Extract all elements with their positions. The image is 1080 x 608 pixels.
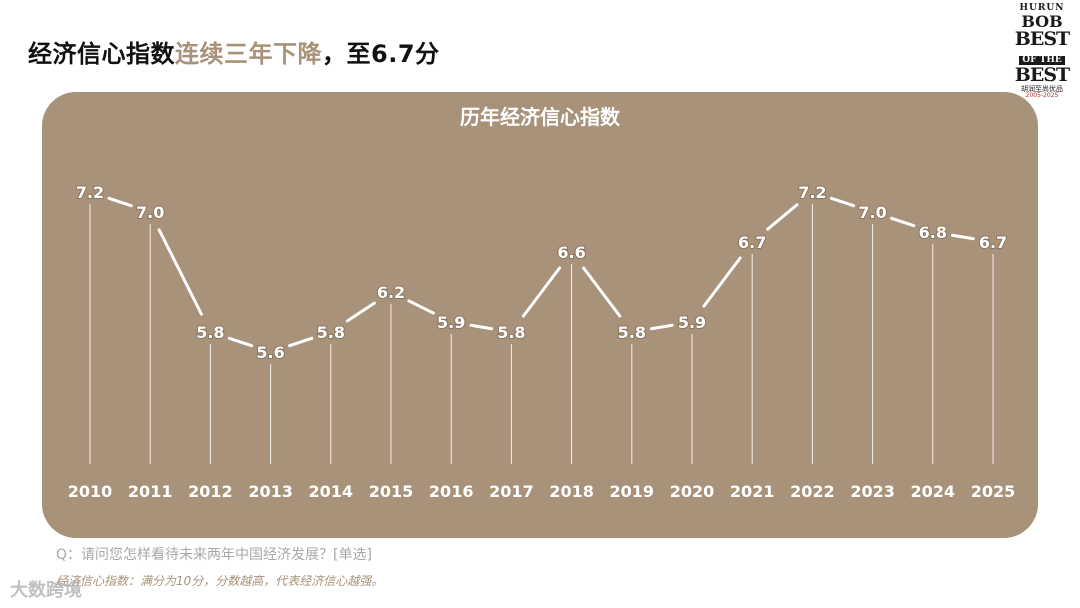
- data-label-2012: 5.8: [196, 323, 224, 342]
- x-tick-2025: 2025: [971, 482, 1016, 501]
- data-label-2022: 7.2: [798, 183, 826, 202]
- series-segment-2019-2020: [650, 323, 674, 331]
- series-segment-2023-2024: [890, 216, 916, 228]
- x-tick-2013: 2013: [248, 482, 293, 501]
- data-label-2021: 6.7: [738, 233, 766, 252]
- series-segment-2013-2014: [288, 336, 314, 348]
- watermark: 大数跨境: [10, 580, 82, 601]
- x-tick-2019: 2019: [610, 482, 655, 501]
- x-tick-2010: 2010: [68, 482, 113, 501]
- data-label-2019: 5.8: [618, 323, 646, 342]
- series-segment-2011-2012: [157, 228, 203, 316]
- x-tick-labels: 2010 2011 2012 2013 2014 2015 2016 2017 2018 2019…: [68, 482, 1016, 501]
- data-label-2015: 6.2: [377, 283, 405, 302]
- index-note: 经济信心指数：满分为10分，分数越高，代表经济信心越强。: [56, 574, 384, 588]
- data-label-2023: 7.0: [858, 203, 886, 222]
- x-tick-2016: 2016: [429, 482, 474, 501]
- data-label-2025: 6.7: [979, 233, 1007, 252]
- x-tick-2023: 2023: [850, 482, 895, 501]
- data-label-2013: 5.6: [256, 343, 284, 362]
- x-tick-2018: 2018: [549, 482, 594, 501]
- chart-title: 历年经济信心指数: [460, 105, 621, 129]
- data-label-2024: 6.8: [919, 223, 947, 242]
- page-title-part1: 经济信心指数: [28, 40, 175, 68]
- drop-lines: [89, 204, 994, 464]
- series-segment-2018-2019: [582, 266, 622, 318]
- series-segment-2016-2017: [469, 323, 494, 331]
- x-tick-2014: 2014: [309, 482, 354, 501]
- data-labels: 7.2 7.0 5.8 5.6 5.8 6.2 5.9 5.8 6.6 5.8 5.9 6.7 7.2 7…: [75, 182, 1008, 363]
- series-segment-2024-2025: [951, 233, 975, 241]
- series-segment-2020-2021: [702, 256, 742, 308]
- series-segment-2012-2013: [227, 336, 254, 348]
- data-label-2017: 5.8: [497, 323, 525, 342]
- page-title: 经济信心指数连续三年下降，至6.7分: [28, 34, 440, 69]
- x-tick-2012: 2012: [188, 482, 233, 501]
- x-tick-2024: 2024: [911, 482, 956, 501]
- data-label-2014: 5.8: [317, 323, 345, 342]
- data-label-2018: 6.6: [557, 243, 585, 262]
- series-segment-2015-2016: [407, 299, 435, 315]
- x-tick-2021: 2021: [730, 482, 775, 501]
- x-tick-2015: 2015: [369, 482, 414, 501]
- x-tick-2022: 2022: [790, 482, 835, 501]
- series-segment-2014-2015: [345, 301, 376, 323]
- series-segment-2021-2022: [766, 203, 799, 231]
- page-title-highlight: 连续三年下降: [175, 40, 322, 68]
- survey-question: Q：请问您怎样看待未来两年中国经济发展？[单选]: [56, 547, 372, 563]
- x-tick-2017: 2017: [489, 482, 534, 501]
- line-chart: 历年经济信心指数 7.2 7.0 5.8 5.6 5.8 6.2 5.9 5.8 6.6 5.8 5…: [68, 105, 1016, 501]
- x-tick-2011: 2011: [128, 482, 173, 501]
- data-label-2011: 7.0: [136, 203, 164, 222]
- series-segment-2017-2018: [521, 266, 562, 318]
- series-segment-2010-2011: [107, 196, 133, 208]
- hurun-best-of-the-best-logo: HURUN BOB BEST OF THE BEST 胡润至尚优品 2005-2…: [1014, 3, 1070, 99]
- series-lines: [107, 196, 975, 348]
- x-tick-2020: 2020: [670, 482, 715, 501]
- data-label-2020: 5.9: [678, 313, 706, 332]
- series-segment-2022-2023: [829, 196, 856, 208]
- page-title-part3: ，至6.7分: [322, 40, 440, 68]
- data-label-2016: 5.9: [437, 313, 465, 332]
- data-label-2010: 7.2: [76, 183, 104, 202]
- chart-panel: 历年经济信心指数 7.2 7.0 5.8 5.6 5.8 6.2 5.9 5.8 6.6 5.8 5…: [42, 92, 1038, 538]
